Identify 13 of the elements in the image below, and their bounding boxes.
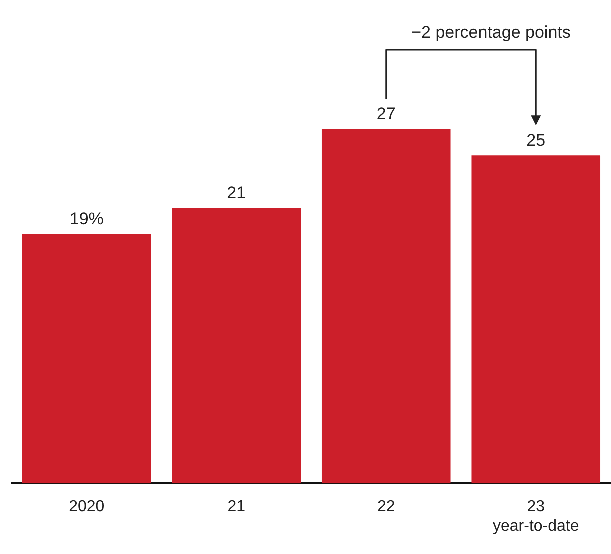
bar: [172, 208, 302, 484]
bar: [22, 234, 152, 484]
x-tick-label: 2020: [69, 498, 105, 516]
x-tick-label: 22: [377, 498, 396, 516]
bar: [472, 156, 601, 484]
data-label: 27: [376, 104, 396, 124]
data-label: 25: [526, 130, 546, 150]
text: −2 percentage points: [412, 23, 571, 42]
bar: [322, 129, 451, 484]
data-label: 19%: [70, 210, 104, 229]
x-tick-label: 23 year-to-date: [492, 498, 580, 535]
data-label: 21: [227, 183, 246, 202]
x-tick-label: 21: [228, 498, 246, 516]
